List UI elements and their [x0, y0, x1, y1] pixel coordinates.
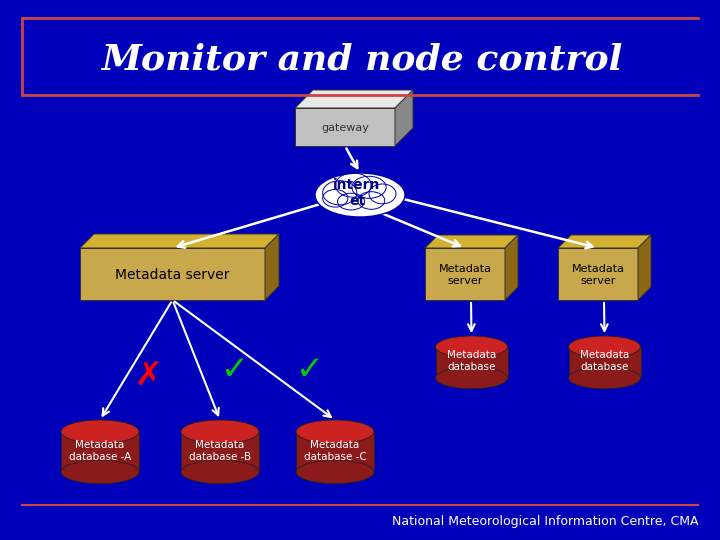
Polygon shape [295, 108, 395, 146]
Ellipse shape [436, 336, 508, 357]
Polygon shape [80, 248, 265, 300]
Ellipse shape [336, 173, 372, 197]
Polygon shape [395, 90, 413, 146]
Text: Metadata
database: Metadata database [447, 350, 496, 372]
Ellipse shape [61, 420, 139, 443]
Text: ✗: ✗ [134, 359, 162, 392]
Ellipse shape [369, 184, 396, 204]
Ellipse shape [323, 190, 348, 207]
Polygon shape [425, 235, 518, 248]
Ellipse shape [358, 192, 384, 210]
Text: Monitor and node control: Monitor and node control [102, 43, 623, 77]
Ellipse shape [181, 460, 259, 484]
Text: Metadata
server: Metadata server [572, 264, 624, 286]
Text: ✓: ✓ [221, 354, 249, 387]
Ellipse shape [323, 181, 357, 205]
Text: Metadata
database -A: Metadata database -A [69, 440, 131, 462]
Ellipse shape [181, 420, 259, 443]
Ellipse shape [436, 367, 508, 389]
Ellipse shape [61, 460, 139, 484]
Ellipse shape [338, 193, 364, 210]
Polygon shape [638, 235, 651, 300]
Ellipse shape [296, 460, 374, 484]
Polygon shape [558, 235, 651, 248]
Polygon shape [569, 347, 641, 378]
Polygon shape [558, 248, 638, 300]
Polygon shape [296, 431, 374, 472]
Text: Metadata
database -B: Metadata database -B [189, 440, 251, 462]
Polygon shape [181, 431, 259, 472]
Text: National Meteorological Information Centre, CMA: National Meteorological Information Cent… [392, 516, 698, 529]
Text: gateway: gateway [321, 123, 369, 133]
Text: intern
et: intern et [333, 178, 381, 207]
Text: Metadata server: Metadata server [115, 268, 230, 282]
Text: Metadata
server: Metadata server [438, 264, 492, 286]
Polygon shape [80, 234, 279, 248]
Ellipse shape [569, 367, 641, 389]
Ellipse shape [569, 336, 641, 357]
Polygon shape [295, 90, 413, 108]
Polygon shape [265, 234, 279, 300]
Text: Metadata
database -C: Metadata database -C [304, 440, 366, 462]
Ellipse shape [352, 176, 386, 198]
Polygon shape [436, 347, 508, 378]
Polygon shape [425, 248, 505, 300]
Text: Metadata
database: Metadata database [580, 350, 629, 372]
Polygon shape [505, 235, 518, 300]
Text: ✓: ✓ [296, 354, 324, 387]
Ellipse shape [315, 173, 405, 217]
Ellipse shape [296, 420, 374, 443]
Polygon shape [61, 431, 139, 472]
